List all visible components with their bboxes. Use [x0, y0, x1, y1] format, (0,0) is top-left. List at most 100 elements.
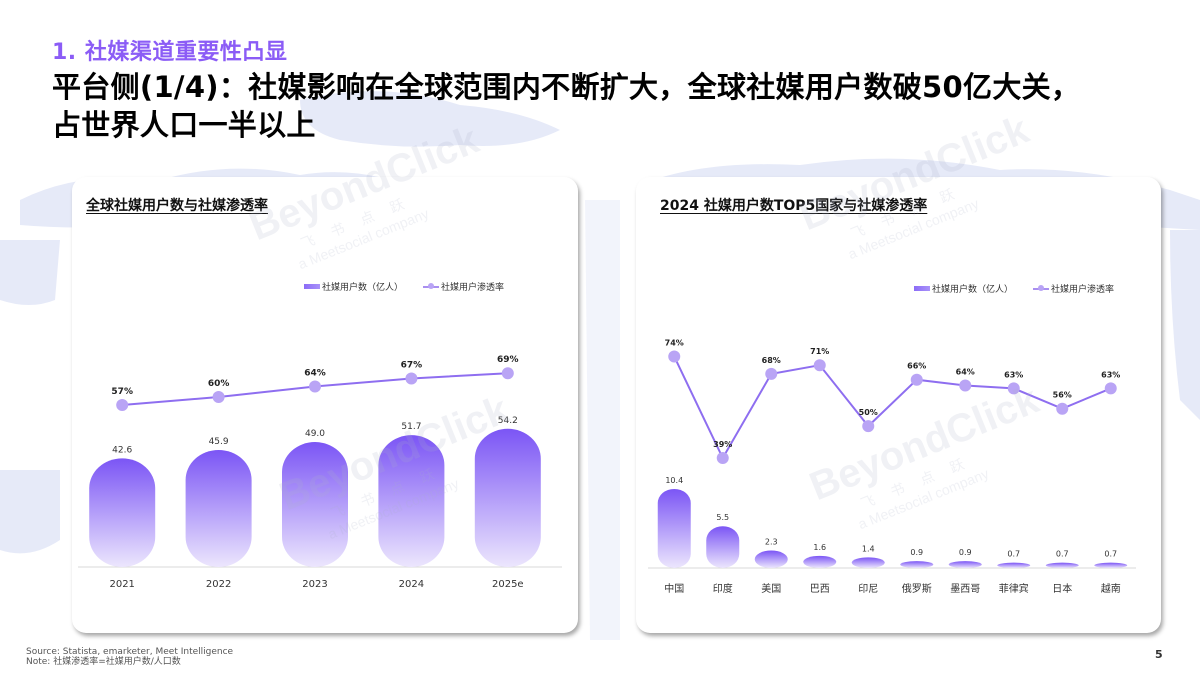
line-value-label: 66%	[907, 362, 926, 371]
global-users-chart-card: 全球社媒用户数与社媒渗透率 社媒用户数（亿人） 社媒用户渗透率 42.6 2021…	[72, 177, 578, 633]
legend-line-marker-icon	[423, 282, 440, 289]
line-value-label: 57%	[111, 387, 133, 397]
bar	[1045, 562, 1079, 568]
chart-title: 2024 社媒用户数TOP5国家与社媒渗透率	[660, 198, 928, 214]
line-marker	[765, 367, 778, 380]
line-marker	[212, 391, 225, 404]
x-axis-tick-label: 菲律宾	[999, 582, 1029, 595]
line-value-label: 50%	[859, 408, 878, 417]
line-marker	[501, 367, 514, 380]
bar-value-label: 0.7	[1007, 550, 1020, 559]
x-axis-tick-label: 2024	[399, 579, 424, 590]
chart-title: 全球社媒用户数与社媒渗透率	[86, 198, 268, 214]
line-value-label: 74%	[665, 339, 684, 348]
chart-legend: 社媒用户数（亿人） 社媒用户渗透率	[914, 282, 1114, 295]
line-marker	[116, 399, 129, 411]
line-marker	[1056, 402, 1069, 415]
line-value-label: 67%	[401, 361, 423, 371]
legend-bar-swatch-icon	[304, 284, 320, 289]
bar-value-label: 54.2	[498, 416, 518, 426]
bar	[706, 526, 740, 568]
bar-value-label: 51.7	[401, 422, 421, 432]
legend-item-line: 社媒用户渗透率	[423, 280, 504, 293]
x-axis-tick-label: 美国	[761, 582, 781, 595]
x-axis-tick-label: 印度	[713, 582, 733, 595]
footnote: Source: Statista, emarketer, Meet Intell…	[26, 647, 233, 667]
x-axis-tick-label: 俄罗斯	[902, 582, 932, 595]
legend-line-marker-icon	[1033, 284, 1050, 291]
section-subtitle: 1. 社媒渠道重要性凸显	[52, 40, 288, 65]
bar-value-label: 42.6	[112, 445, 132, 455]
legend-item-bar: 社媒用户数（亿人）	[304, 280, 403, 293]
legend-bar-swatch-icon	[914, 286, 930, 291]
bar	[89, 458, 156, 567]
top-countries-chart-card: 2024 社媒用户数TOP5国家与社媒渗透率 社媒用户数（亿人） 社媒用户渗透率…	[636, 177, 1161, 633]
x-axis-tick-label: 2023	[302, 579, 327, 590]
line-value-label: 64%	[304, 368, 326, 378]
x-axis-tick-label: 印尼	[858, 583, 878, 595]
combo-chart-countries: 10.4 中国 5.5 印度 2.3 美国 1.6 巴西 1.4 印尼 0.9 俄罗斯 0.9 墨西哥 0.…	[648, 339, 1136, 595]
bar-value-label: 45.9	[209, 437, 229, 447]
source-note: Source: Statista, emarketer, Meet Intell…	[26, 647, 234, 657]
bar	[474, 428, 541, 567]
bar	[900, 561, 934, 568]
chart-legend: 社媒用户数（亿人） 社媒用户渗透率	[304, 280, 504, 293]
line-marker	[309, 380, 321, 393]
x-axis-tick-label: 2021	[109, 579, 134, 590]
legend-item-line: 社媒用户渗透率	[1033, 282, 1114, 295]
legend-label: 社媒用户渗透率	[1051, 285, 1115, 295]
line-value-label: 56%	[1053, 391, 1072, 400]
legend-item-bar: 社媒用户数（亿人）	[914, 282, 1013, 295]
x-axis-tick-label: 日本	[1052, 582, 1072, 595]
bar-value-label: 1.4	[862, 544, 875, 553]
line-marker	[405, 372, 418, 385]
x-axis-tick-label: 2022	[206, 579, 231, 590]
line-value-label: 60%	[208, 379, 230, 389]
bar	[378, 435, 445, 567]
bar-value-label: 0.9	[959, 548, 972, 557]
line-marker	[668, 350, 681, 363]
bar-value-label: 0.7	[1104, 550, 1117, 559]
bar	[997, 562, 1031, 568]
bar	[657, 488, 691, 568]
line-marker	[910, 373, 923, 386]
line-value-label: 69%	[497, 355, 519, 365]
bar-value-label: 0.7	[1056, 550, 1069, 559]
line-value-label: 39%	[713, 440, 732, 449]
bar-value-label: 1.6	[813, 543, 826, 552]
legend-label: 社媒用户渗透率	[441, 283, 505, 293]
x-axis-tick-label: 越南	[1101, 582, 1121, 595]
bar	[754, 550, 788, 568]
line-marker	[862, 420, 875, 433]
headline-line-2: 占世界人口一半以上	[52, 108, 316, 142]
line-value-label: 68%	[762, 356, 781, 365]
bar-value-label: 5.5	[716, 513, 729, 522]
bar	[185, 449, 252, 567]
bar	[803, 555, 837, 568]
bar	[1094, 562, 1128, 568]
x-axis-tick-label: 巴西	[810, 583, 830, 595]
x-axis-tick-label: 墨西哥	[950, 583, 980, 595]
bar	[282, 442, 348, 567]
line-value-label: 71%	[810, 347, 829, 356]
line-marker	[1007, 382, 1020, 395]
bar	[851, 557, 885, 568]
bar-value-label: 2.3	[765, 538, 778, 547]
line-marker	[1104, 382, 1117, 395]
bar-value-label: 10.4	[665, 476, 683, 485]
page-headline: 平台侧(1/4)：社媒影响在全球范围内不断扩大，全球社媒用户数破50亿大关， 占…	[52, 68, 1172, 144]
bar	[948, 561, 982, 568]
line-value-label: 64%	[956, 368, 975, 377]
bar-value-label: 0.9	[910, 548, 923, 557]
line-value-label: 63%	[1004, 370, 1023, 379]
headline-line-1: 平台侧(1/4)：社媒影响在全球范围内不断扩大，全球社媒用户数破50亿大关，	[52, 70, 1081, 104]
line-marker	[716, 452, 729, 464]
line-marker	[813, 359, 826, 372]
line-value-label: 63%	[1101, 370, 1120, 379]
penetration-line	[673, 356, 1112, 461]
combo-chart-global: 42.6 2021 45.9 2022 49.0 2023 51.7 2024 54.2 2025…	[78, 355, 562, 590]
legend-label: 社媒用户数（亿人）	[932, 285, 1014, 295]
line-marker	[959, 379, 972, 392]
formula-note: Note: 社媒渗透率=社媒用户数/人口数	[26, 657, 181, 667]
x-axis-tick-label: 中国	[664, 582, 684, 595]
